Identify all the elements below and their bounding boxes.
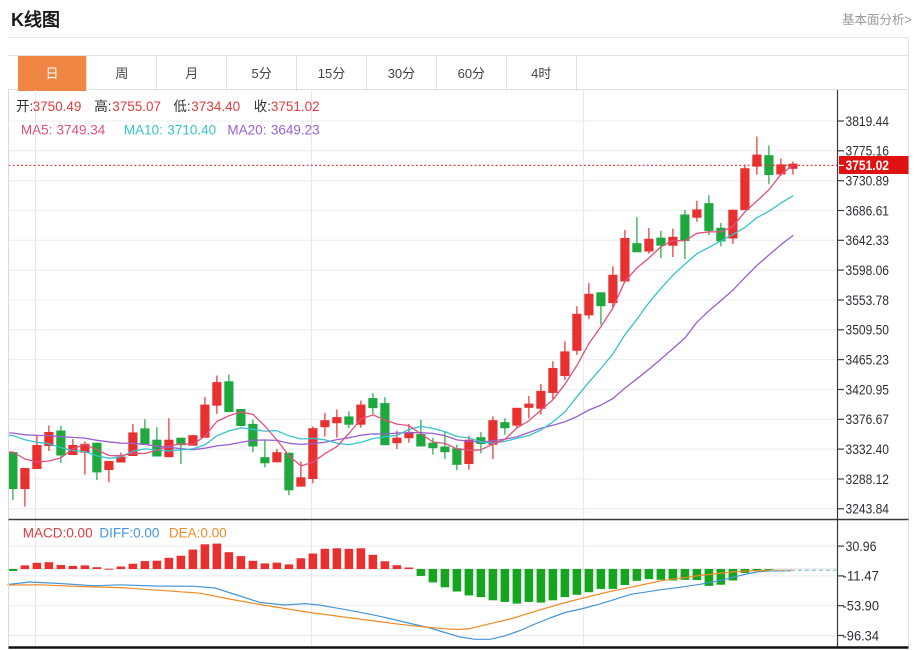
svg-text:MA10:: MA10: bbox=[124, 122, 163, 137]
svg-text:30.96: 30.96 bbox=[846, 539, 877, 554]
svg-text:MACD:0.00: MACD:0.00 bbox=[23, 526, 93, 541]
svg-text:3598.06: 3598.06 bbox=[846, 263, 890, 278]
svg-text:高:: 高: bbox=[94, 98, 111, 114]
svg-text:MA5:: MA5: bbox=[21, 122, 53, 137]
svg-text:3755.07: 3755.07 bbox=[112, 99, 161, 114]
svg-text:MA20:: MA20: bbox=[227, 122, 266, 137]
svg-text:3288.12: 3288.12 bbox=[846, 472, 890, 487]
svg-text:-53.90: -53.90 bbox=[843, 599, 880, 614]
svg-text:收:: 收: bbox=[254, 99, 271, 114]
svg-text:3642.33: 3642.33 bbox=[846, 233, 890, 248]
svg-text:3710.40: 3710.40 bbox=[167, 122, 216, 137]
svg-text:DEA:0.00: DEA:0.00 bbox=[169, 526, 227, 541]
svg-text:3332.40: 3332.40 bbox=[846, 442, 890, 457]
svg-text:3649.23: 3649.23 bbox=[271, 122, 320, 137]
svg-text:3749.34: 3749.34 bbox=[57, 122, 106, 137]
svg-text:3465.23: 3465.23 bbox=[846, 352, 890, 367]
svg-text:-11.47: -11.47 bbox=[843, 569, 880, 584]
svg-text:3686.61: 3686.61 bbox=[846, 203, 890, 218]
svg-text:3243.84: 3243.84 bbox=[846, 502, 890, 517]
svg-text:3819.44: 3819.44 bbox=[846, 114, 890, 129]
svg-text:低:: 低: bbox=[173, 99, 190, 114]
svg-text:3553.78: 3553.78 bbox=[846, 293, 890, 308]
svg-text:开:: 开: bbox=[16, 99, 33, 114]
svg-text:3376.67: 3376.67 bbox=[846, 412, 890, 427]
svg-text:3734.40: 3734.40 bbox=[191, 99, 240, 114]
svg-text:3751.02: 3751.02 bbox=[846, 158, 890, 173]
svg-text:3730.89: 3730.89 bbox=[846, 174, 890, 189]
svg-text:3420.95: 3420.95 bbox=[846, 382, 890, 397]
svg-text:3775.16: 3775.16 bbox=[846, 144, 890, 159]
svg-text:DIFF:0.00: DIFF:0.00 bbox=[99, 526, 159, 541]
svg-text:-96.34: -96.34 bbox=[843, 628, 880, 643]
svg-text:3750.49: 3750.49 bbox=[33, 99, 82, 114]
svg-text:3509.50: 3509.50 bbox=[846, 323, 890, 338]
svg-text:3751.02: 3751.02 bbox=[271, 99, 320, 114]
